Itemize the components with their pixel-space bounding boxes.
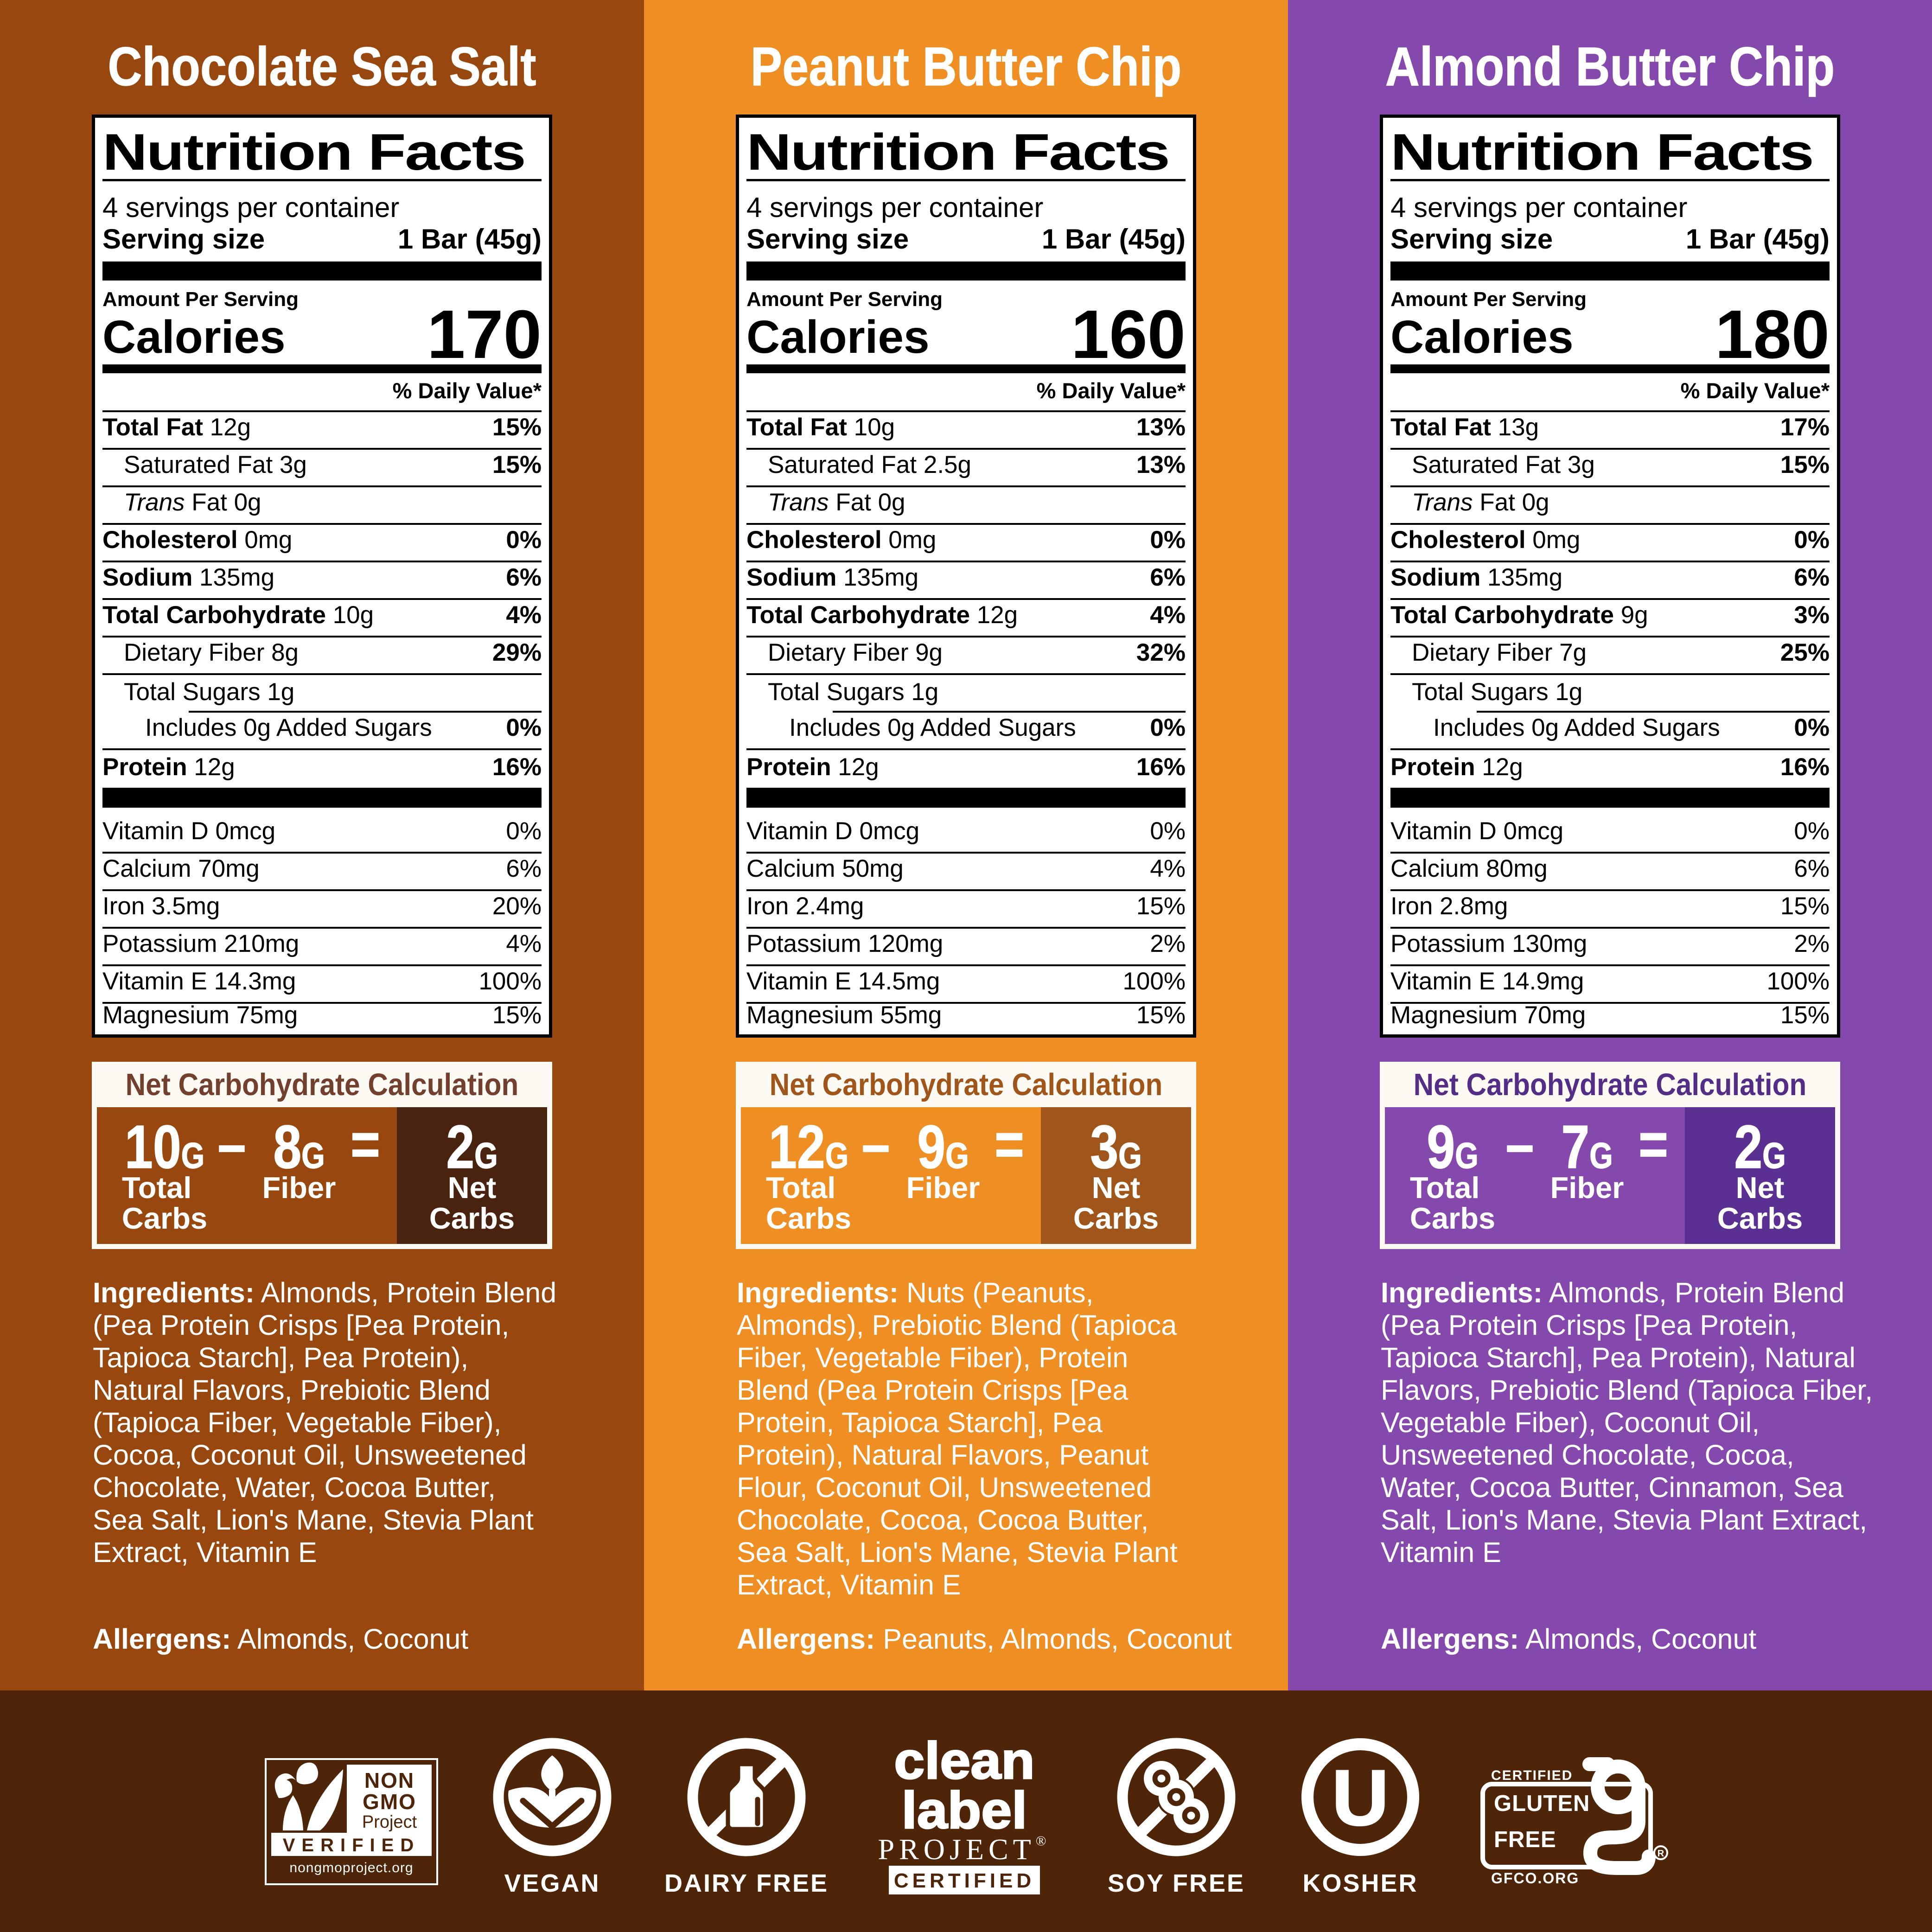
svg-text:CERTIFIED: CERTIFIED	[894, 1869, 1035, 1892]
svg-text:GFCO.ORG: GFCO.ORG	[1491, 1870, 1579, 1887]
svg-text:GMO: GMO	[363, 1790, 416, 1814]
svg-text:R: R	[1658, 1849, 1664, 1859]
svg-text:DAIRY FREE: DAIRY FREE	[664, 1869, 829, 1897]
svg-text:nongmoproject.org: nongmoproject.org	[289, 1860, 413, 1875]
svg-text:KOSHER: KOSHER	[1302, 1869, 1418, 1897]
svg-text:NON: NON	[364, 1768, 414, 1792]
svg-text:GLUTEN: GLUTEN	[1494, 1791, 1590, 1816]
svg-text:FREE: FREE	[1494, 1827, 1556, 1852]
svg-text:label: label	[902, 1782, 1027, 1839]
svg-text:VEGAN: VEGAN	[504, 1869, 600, 1897]
svg-text:Project: Project	[362, 1812, 417, 1832]
svg-text:CERTIFIED: CERTIFIED	[1491, 1768, 1573, 1783]
svg-text:PROJECT®: PROJECT®	[878, 1833, 1051, 1866]
svg-text:U: U	[1332, 1754, 1389, 1842]
svg-text:clean: clean	[894, 1732, 1035, 1790]
svg-text:VERIFIED: VERIFIED	[283, 1835, 420, 1855]
svg-text:SOY FREE: SOY FREE	[1108, 1869, 1245, 1897]
